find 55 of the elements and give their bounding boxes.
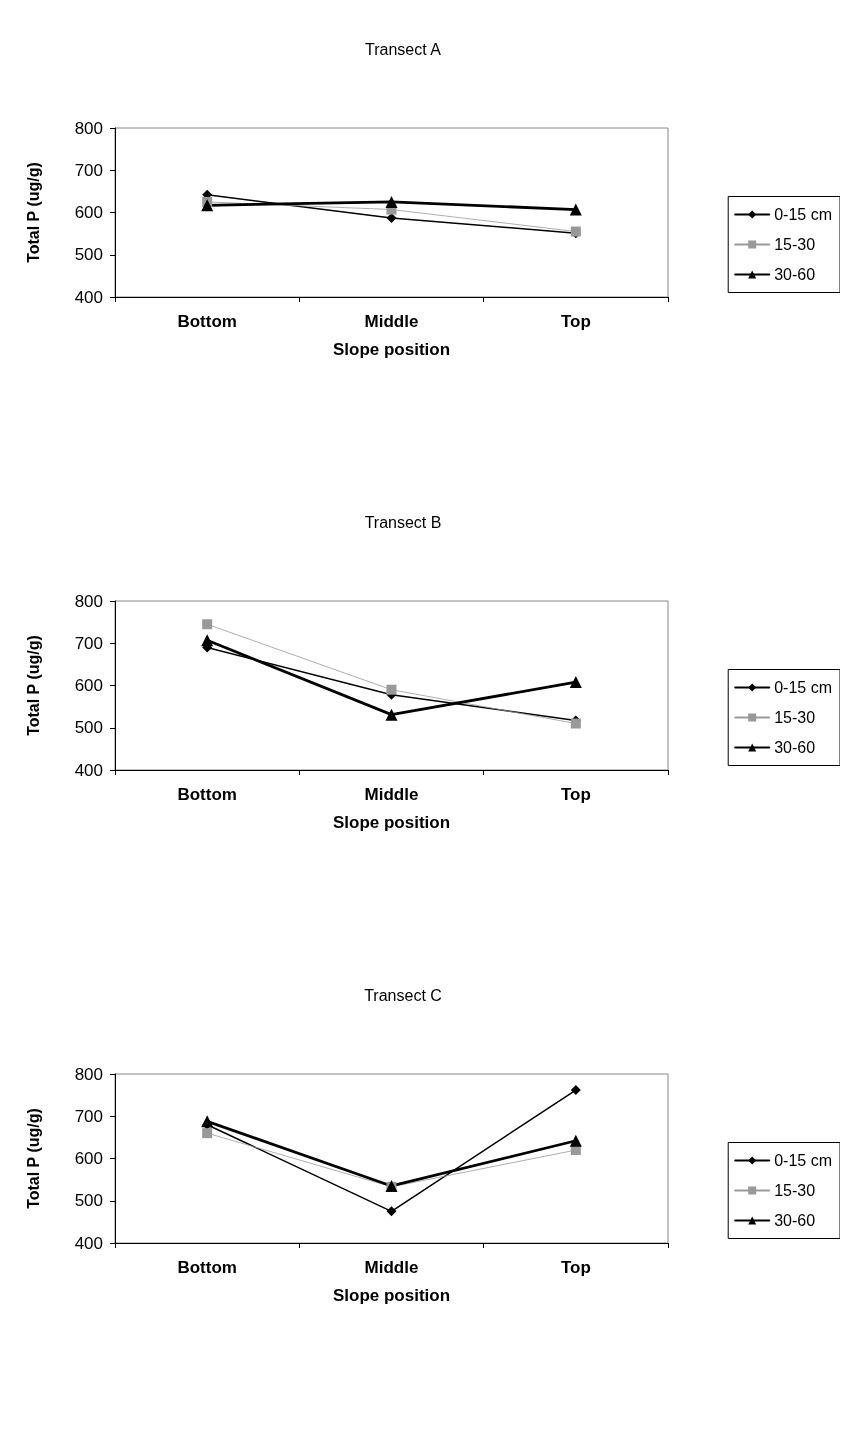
x-axis-title: Slope position xyxy=(332,340,451,359)
y-tick-label: 700 xyxy=(74,633,103,653)
x-tick-label: Top xyxy=(560,312,591,331)
legend-label: 0-15 cm xyxy=(774,206,832,223)
x-tick-label: Top xyxy=(560,1258,591,1277)
point xyxy=(385,708,398,721)
legend-label: 30-60 xyxy=(774,266,816,283)
y-tick-label: 700 xyxy=(74,160,103,180)
y-tick-label: 800 xyxy=(74,591,103,611)
point xyxy=(386,1206,397,1217)
point xyxy=(201,634,214,647)
legend-label: 0-15 cm xyxy=(774,679,832,696)
chart-title: Transect A xyxy=(365,40,442,58)
x-axis-title: Slope position xyxy=(332,1286,451,1305)
y-tick-label: 600 xyxy=(74,203,103,222)
y-tick-label: 800 xyxy=(74,118,103,138)
x-tick-label: Bottom xyxy=(177,312,237,331)
y-tick-label: 600 xyxy=(74,676,103,695)
x-tick-label: Bottom xyxy=(177,785,237,804)
x-axis-title: Slope position xyxy=(332,813,451,832)
point xyxy=(570,1085,581,1096)
y-tick-label: 400 xyxy=(74,287,103,307)
legend-label: 30-60 xyxy=(774,739,816,756)
y-tick-label: 700 xyxy=(74,1106,103,1126)
legend-label: 0-15 cm xyxy=(774,1152,832,1169)
y-tick-label: 600 xyxy=(74,1149,103,1168)
point xyxy=(202,1128,213,1139)
y-axis-title: Total P (ug/g) xyxy=(24,162,42,263)
x-tick-label: Middle xyxy=(364,1258,419,1277)
point xyxy=(201,1115,214,1128)
legend-label: 30-60 xyxy=(774,1212,816,1229)
point xyxy=(202,619,213,630)
y-tick-label: 500 xyxy=(74,1191,103,1211)
y-tick-label: 500 xyxy=(74,245,103,265)
legend-label: 15-30 xyxy=(774,236,816,253)
chart-title: Transect C xyxy=(364,986,442,1004)
point xyxy=(385,195,398,208)
y-tick-label: 400 xyxy=(74,1233,103,1253)
point xyxy=(569,203,582,216)
point xyxy=(201,199,214,212)
chart-title: Transect B xyxy=(364,513,442,531)
x-tick-label: Top xyxy=(560,785,591,804)
point xyxy=(386,684,397,695)
legend-label: 15-30 xyxy=(774,1182,816,1199)
y-tick-label: 400 xyxy=(74,760,103,780)
x-tick-label: Bottom xyxy=(177,1258,237,1277)
y-axis-title: Total P (ug/g) xyxy=(24,635,42,736)
y-tick-label: 800 xyxy=(74,1064,103,1084)
x-tick-label: Middle xyxy=(364,785,419,804)
y-axis-title: Total P (ug/g) xyxy=(24,1108,42,1209)
point xyxy=(569,676,582,689)
legend-label: 15-30 xyxy=(774,709,816,726)
x-tick-label: Middle xyxy=(364,312,419,331)
point xyxy=(569,1134,582,1147)
y-tick-label: 500 xyxy=(74,718,103,738)
